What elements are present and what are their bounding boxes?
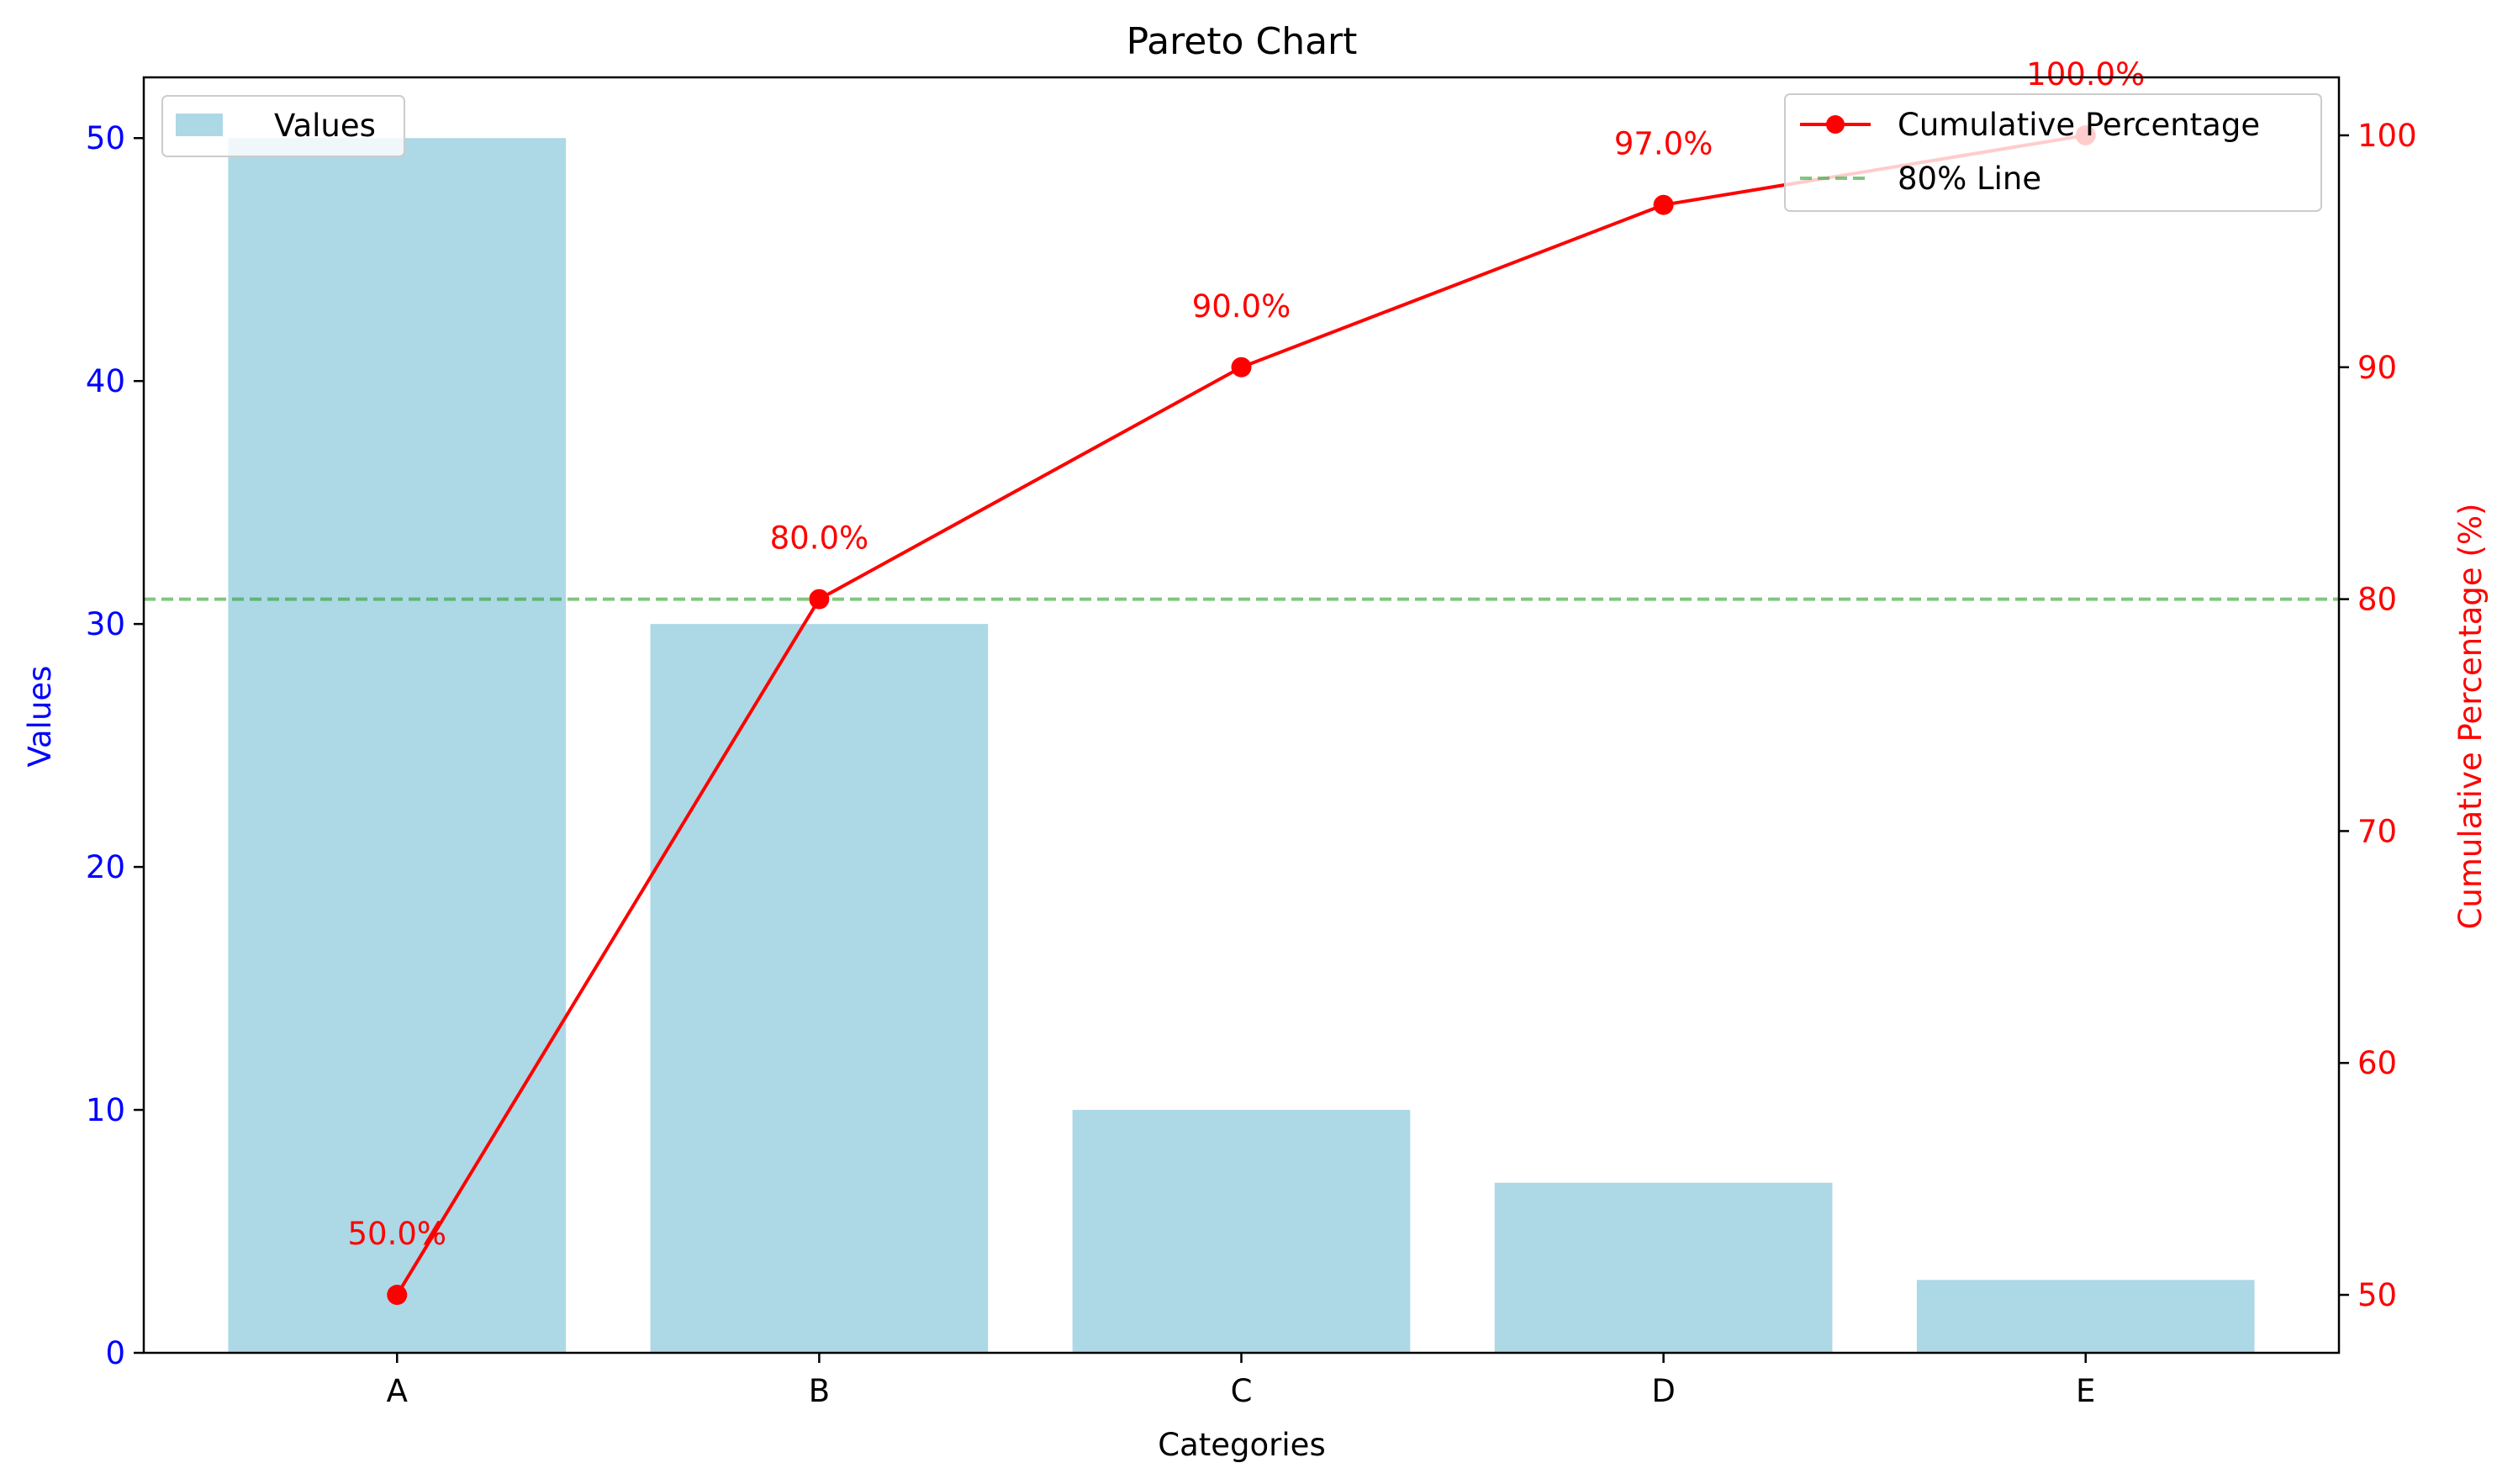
bar-E [1916,1280,2255,1353]
legend-cumulative-marker [1826,115,1845,134]
legend-lines: Cumulative Percentage 80% Line [1784,93,2322,212]
right-tick-label: 100 [2357,118,2417,154]
cumulative-point-C [1231,356,1252,378]
cumulative-label-B: 80.0% [770,520,869,557]
legend-cumulative-label: Cumulative Percentage [1898,107,2260,143]
x-tick-label: D [1651,1373,1676,1409]
left-tick-label: 10 [86,1092,125,1128]
cumulative-label-C: 90.0% [1192,288,1291,325]
left-axis-ticks: 0 10 20 30 40 50 [86,120,144,1371]
bar-D [1494,1182,1833,1353]
cumulative-point-D [1653,194,1674,215]
legend-values-label: Values [274,108,376,144]
left-tick-label: 30 [86,606,125,642]
bars-layer [228,138,2255,1354]
chart-title: Pareto Chart [1127,20,1358,63]
right-axis-ticks: 50 60 70 80 90 100 [2339,118,2417,1313]
point-labels-layer: 50.0% 80.0% 90.0% 97.0% 100.0% [347,56,2145,1252]
left-tick-label: 0 [105,1335,125,1371]
right-tick-label: 60 [2357,1045,2397,1081]
right-tick-label: 80 [2357,582,2397,618]
right-tick-label: 70 [2357,813,2397,849]
legend-80-line-label: 80% Line [1898,161,2041,197]
cumulative-label-D: 97.0% [1614,126,1713,162]
x-tick-label: E [2076,1373,2095,1409]
x-axis-ticks: A B C D E [387,1353,2095,1409]
x-tick-label: C [1231,1373,1253,1409]
x-axis-title: Categories [1158,1427,1325,1463]
legend-values-frame [161,95,405,157]
cumulative-point-A [387,1285,408,1306]
x-tick-label: B [809,1373,830,1409]
cumulative-point-B [809,589,830,610]
y-axis-title: Values [22,666,58,768]
left-tick-label: 50 [86,120,125,156]
left-tick-label: 20 [86,849,125,885]
legend-lines-frame [1784,93,2322,212]
bar-A [228,138,567,1354]
x-tick-label: A [387,1373,408,1409]
bar-B [650,624,989,1353]
left-tick-label: 40 [86,363,125,399]
bar-C [1072,1110,1411,1353]
cumulative-label-A: 50.0% [347,1216,446,1252]
right-tick-label: 90 [2357,350,2397,386]
y2-axis-title: Cumulative Percentage (%) [2452,504,2489,930]
legend-values: Values [161,95,405,157]
legend-values-swatch [176,114,223,136]
right-tick-label: 50 [2357,1277,2397,1313]
cumulative-label-E: 100.0% [2026,56,2145,92]
